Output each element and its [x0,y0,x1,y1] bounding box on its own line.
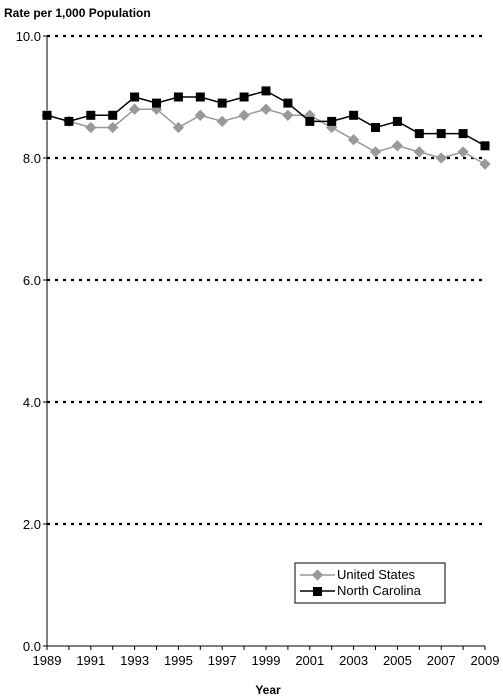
x-tick-label: 1993 [120,653,149,668]
data-point-diamond [85,121,97,134]
data-point-square [305,116,315,126]
y-axis-tick-labels: 0.0 2.0 4.0 6.0 8.0 10.0 [16,29,41,654]
data-point-diamond [413,146,425,158]
data-point-square [480,141,490,151]
data-point-diamond [238,109,250,121]
data-point-square [261,86,271,96]
y-tick-label: 8.0 [23,151,41,166]
axes [46,36,486,650]
x-tick-label: 2007 [427,653,456,668]
x-tick-label: 2001 [295,653,324,668]
x-axis-title: Year [255,683,281,697]
legend-box [294,562,446,604]
grid-lines [43,34,485,647]
data-point-diamond [347,134,360,146]
y-tick-label: 10.0 [16,29,41,44]
y-axis-title: Rate per 1,000 Population [4,6,151,20]
y-tick-label: 4.0 [23,395,41,410]
legend: United States North Carolina [294,562,446,604]
data-point-diamond [194,109,206,121]
data-point-square [414,129,424,139]
data-point-square [195,92,205,102]
data-point-square [217,98,227,108]
data-point-square [371,123,380,132]
y-tick-label: 6.0 [23,273,41,288]
data-point-diamond [260,103,272,115]
data-point-square [392,116,402,126]
data-point-square [458,129,468,139]
data-point-square [108,110,118,120]
data-point-square [436,129,446,139]
legend-marker-nc [313,587,322,596]
data-point-square [239,92,249,102]
y-tick-label: 0.0 [23,639,41,654]
data-point-square [173,92,183,102]
data-point-square [283,98,293,108]
data-point-diamond [435,152,447,164]
legend-marker-us [311,569,324,581]
y-tick-label: 2.0 [23,517,41,532]
x-tick-label: 1991 [76,653,105,668]
data-point-square [64,116,74,126]
x-tick-label: 2003 [339,653,368,668]
data-point-square [42,110,52,120]
x-tick-label: 1995 [164,653,193,668]
data-point-diamond [457,146,469,158]
data-point-square [349,110,359,120]
x-tick-label: 2005 [383,653,412,668]
data-point-diamond [479,158,491,170]
data-point-square [130,92,140,102]
x-tick-label: 1999 [252,653,281,668]
data-point-diamond [216,115,228,128]
legend-label-us: United States [337,567,416,582]
legend-label-nc: North Carolina [337,583,422,598]
x-axis-tick-labels: 1989 1991 1993 1995 1997 1999 2001 2003 2005 2007… [33,653,500,668]
x-tick-label: 2009 [471,653,500,668]
data-point-square [86,110,96,120]
x-tick-label: 1997 [208,653,237,668]
data-point-diamond [282,109,294,121]
data-point-diamond [391,140,404,152]
data-point-diamond [369,146,382,158]
data-point-square [152,98,161,108]
x-tick-label: 1989 [33,653,62,668]
data-point-square [327,116,337,126]
